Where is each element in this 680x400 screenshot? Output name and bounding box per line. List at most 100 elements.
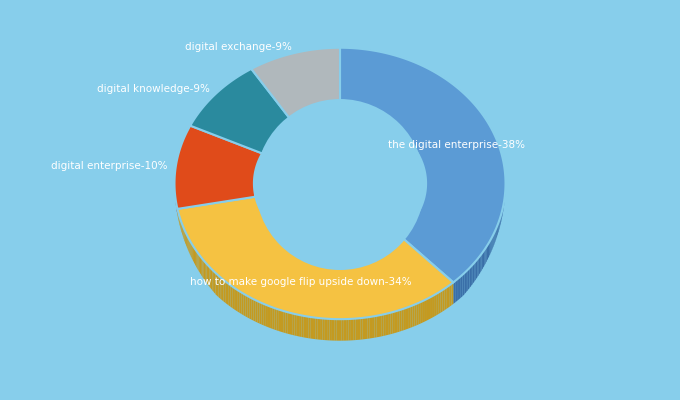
Polygon shape [419,302,421,324]
Polygon shape [372,248,373,264]
Polygon shape [281,310,284,332]
Polygon shape [397,310,399,332]
Polygon shape [233,286,234,309]
Polygon shape [341,254,342,269]
Polygon shape [381,245,382,260]
Polygon shape [374,248,375,263]
Polygon shape [186,233,187,247]
Polygon shape [404,230,405,246]
Polygon shape [390,240,392,256]
Polygon shape [339,254,341,269]
Polygon shape [292,313,294,336]
Polygon shape [477,258,479,277]
Polygon shape [200,256,201,275]
Polygon shape [231,285,233,308]
Polygon shape [338,254,339,269]
Polygon shape [437,292,439,315]
Polygon shape [252,298,254,321]
Polygon shape [271,226,272,240]
Polygon shape [399,310,402,332]
Polygon shape [395,237,396,253]
Polygon shape [270,224,271,238]
Polygon shape [319,252,320,267]
Polygon shape [308,249,309,264]
Polygon shape [412,221,413,234]
Polygon shape [394,238,395,253]
Polygon shape [188,237,189,252]
Polygon shape [299,246,301,261]
Polygon shape [335,319,337,341]
Polygon shape [354,253,356,268]
Polygon shape [327,319,330,340]
Polygon shape [254,299,256,322]
Circle shape [256,99,424,268]
Polygon shape [318,252,319,267]
Polygon shape [362,318,365,340]
Polygon shape [264,304,266,326]
Polygon shape [395,311,397,333]
Polygon shape [307,249,308,264]
Polygon shape [290,313,292,335]
Polygon shape [298,245,299,261]
Polygon shape [342,254,343,269]
Polygon shape [497,224,498,236]
Polygon shape [398,235,399,251]
Polygon shape [224,280,225,303]
Polygon shape [238,290,239,313]
Polygon shape [201,257,203,277]
Polygon shape [488,242,489,258]
Polygon shape [203,259,204,279]
Polygon shape [313,317,316,339]
Polygon shape [433,295,435,317]
Polygon shape [469,266,471,288]
Polygon shape [236,289,238,312]
Polygon shape [480,254,481,272]
Polygon shape [352,253,353,268]
Polygon shape [379,315,381,337]
Polygon shape [446,286,448,309]
Polygon shape [483,250,484,268]
Polygon shape [380,246,381,261]
Circle shape [256,101,424,270]
Polygon shape [357,252,358,268]
Polygon shape [494,230,495,244]
Polygon shape [285,238,286,253]
Polygon shape [320,318,322,340]
Polygon shape [392,312,395,334]
Polygon shape [370,316,372,338]
Polygon shape [262,303,264,326]
Polygon shape [358,318,360,340]
Polygon shape [292,242,293,258]
Polygon shape [358,252,359,268]
Polygon shape [481,252,483,270]
Polygon shape [304,316,306,338]
Polygon shape [286,312,288,334]
Polygon shape [322,252,324,268]
Text: digital exchange-9%: digital exchange-9% [185,42,292,52]
Polygon shape [455,279,457,302]
Polygon shape [325,318,327,340]
Polygon shape [340,48,505,282]
Polygon shape [222,278,224,302]
Polygon shape [301,246,303,262]
Polygon shape [484,248,486,266]
Polygon shape [360,252,362,267]
Polygon shape [365,317,367,339]
Polygon shape [318,318,320,340]
Polygon shape [487,244,488,261]
Polygon shape [498,220,499,231]
Polygon shape [256,300,258,323]
Polygon shape [466,270,468,292]
Polygon shape [252,48,340,124]
Polygon shape [409,225,410,239]
Polygon shape [245,295,248,318]
Polygon shape [260,302,262,324]
Polygon shape [293,242,294,258]
Polygon shape [332,254,333,269]
Polygon shape [306,248,307,264]
Polygon shape [350,254,351,269]
Polygon shape [400,233,401,249]
Polygon shape [309,249,311,265]
Polygon shape [266,305,268,327]
Polygon shape [308,317,311,338]
